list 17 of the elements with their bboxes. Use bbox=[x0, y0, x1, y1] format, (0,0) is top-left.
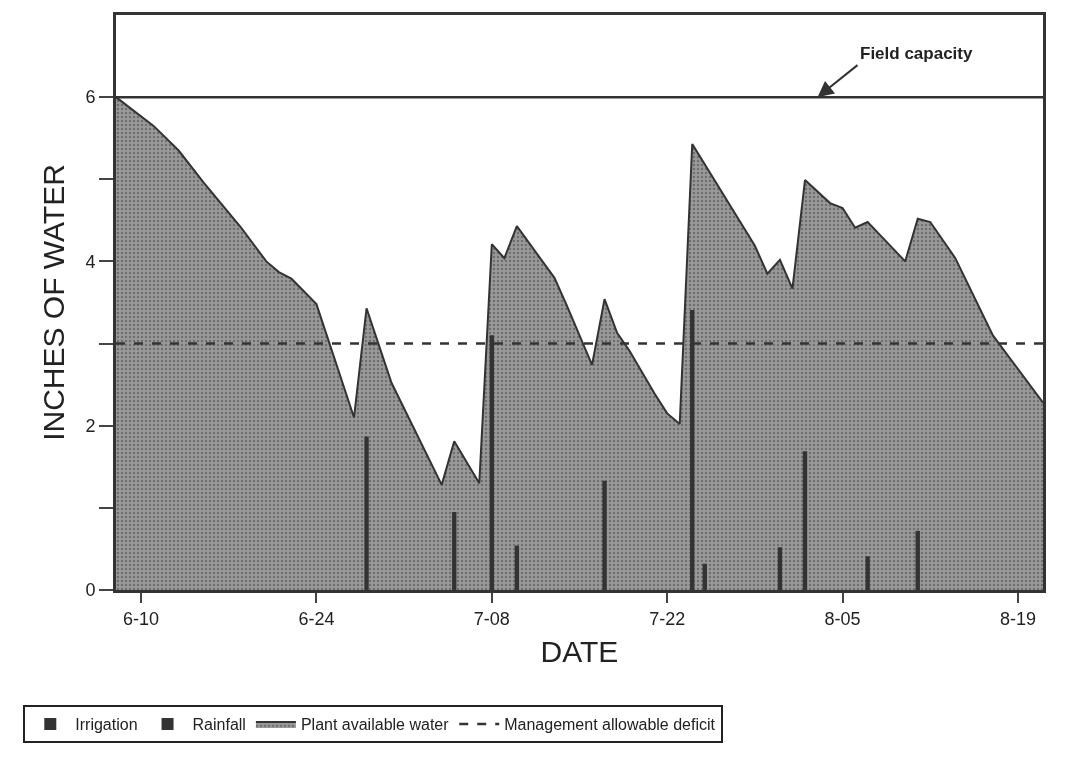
x-tick-label: 6-24 bbox=[298, 608, 335, 629]
x-tick-label: 8-19 bbox=[999, 608, 1036, 629]
x-axis-title: DATE bbox=[540, 635, 619, 669]
y-tick-label: 0 bbox=[85, 580, 96, 601]
x-tick-label: 8-05 bbox=[824, 608, 861, 629]
y-tick-label: 2 bbox=[85, 416, 96, 437]
legend-label: Rainfall bbox=[192, 716, 246, 734]
y-tick-label: 4 bbox=[85, 251, 96, 272]
legend-label: Plant available water bbox=[300, 716, 450, 734]
x-tick-label: 6-10 bbox=[123, 608, 160, 629]
x-tick-label: 7-08 bbox=[473, 608, 510, 629]
x-tick-label: 7-22 bbox=[649, 608, 686, 629]
y-axis-title: INCHES OF WATER bbox=[37, 164, 71, 441]
legend-label: Irrigation bbox=[75, 716, 138, 734]
legend-label: Management allowable deficit bbox=[504, 716, 716, 734]
y-tick-label: 6 bbox=[85, 87, 96, 108]
annotation: Field capacity bbox=[860, 44, 973, 63]
